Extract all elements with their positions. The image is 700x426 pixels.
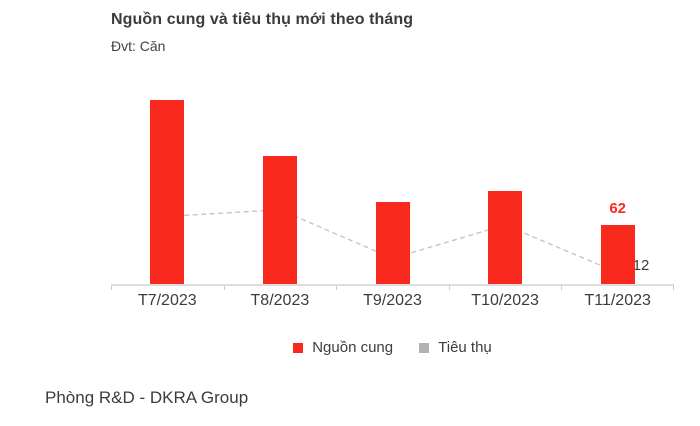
consumption-value-label: 12: [632, 256, 650, 274]
legend-item-Tiêu thụ: Tiêu thụ: [419, 339, 492, 356]
supply-bar-T8/2023: [262, 156, 297, 284]
legend-label: Nguồn cung: [312, 339, 394, 356]
x-axis-label-T8/2023: T8/2023: [250, 292, 310, 309]
legend-square-swatch: [419, 342, 430, 353]
x-axis-tick: [673, 286, 674, 290]
x-axis-label-T11/2023: T11/2023: [584, 292, 651, 309]
supply-bar-T7/2023: [150, 100, 185, 284]
x-axis-tick: [561, 286, 563, 290]
chart-unit-label: Đvt: Căn: [111, 38, 166, 54]
supply-value-label: 62: [609, 199, 627, 217]
plot-area: 62 12: [111, 84, 674, 290]
chart-legend: Nguồn cung Tiêu thụ: [111, 339, 674, 356]
x-axis-label-T9/2023: T9/2023: [363, 292, 422, 309]
x-axis-tick: [223, 286, 225, 290]
chart-title: Nguồn cung và tiêu thụ mới theo tháng: [111, 11, 414, 28]
x-axis-tick: [111, 286, 112, 290]
x-axis-label-T10/2023: T10/2023: [471, 292, 539, 309]
source-attribution: Phòng R&D - DKRA Group: [45, 388, 249, 407]
supply-bar-T11/2023: [600, 224, 635, 284]
legend-label: Tiêu thụ: [438, 339, 492, 356]
x-axis-tick: [448, 286, 450, 290]
consumption-dashed-line: [167, 208, 618, 274]
x-axis-tick: [336, 286, 338, 290]
legend-square-swatch: [293, 342, 304, 353]
x-axis-label-T7/2023: T7/2023: [137, 292, 197, 309]
supply-bar-T10/2023: [488, 190, 523, 284]
supply-bar-T9/2023: [375, 202, 410, 284]
x-axis-labels: T7/2023 T8/2023 T9/2023 T10/2023 T11/2023: [111, 292, 674, 312]
legend-item-Nguồn cung: Nguồn cung: [293, 339, 393, 356]
